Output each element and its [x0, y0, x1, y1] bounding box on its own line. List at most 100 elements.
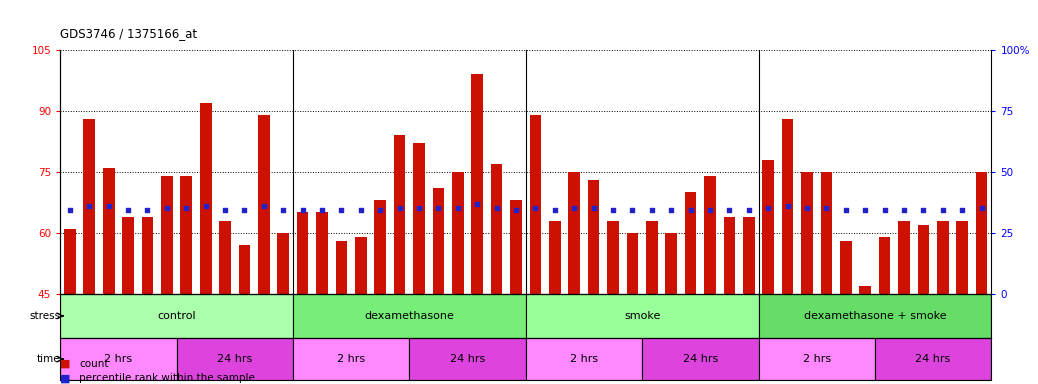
Point — [139, 207, 156, 214]
Point — [391, 205, 408, 212]
Bar — [375, 200, 386, 294]
Point — [585, 205, 602, 212]
Bar — [161, 176, 172, 294]
Bar — [525, 338, 643, 380]
Bar — [293, 338, 409, 380]
Bar — [529, 115, 541, 294]
Point — [682, 207, 699, 214]
Bar — [759, 338, 875, 380]
Point — [61, 207, 78, 214]
Point — [353, 207, 370, 214]
Bar — [452, 172, 464, 294]
Point — [237, 207, 253, 214]
Bar — [355, 237, 366, 294]
Bar — [525, 294, 759, 338]
Text: count: count — [79, 359, 108, 369]
Text: dexamethasone: dexamethasone — [364, 311, 455, 321]
Bar — [200, 103, 212, 294]
Point — [313, 207, 330, 214]
Bar — [646, 220, 658, 294]
Bar — [859, 286, 871, 294]
Bar — [976, 172, 987, 294]
Text: GDS3746 / 1375166_at: GDS3746 / 1375166_at — [60, 27, 197, 40]
Text: 24 hrs: 24 hrs — [916, 354, 951, 364]
Text: 24 hrs: 24 hrs — [449, 354, 485, 364]
Bar — [413, 143, 425, 294]
Point — [721, 207, 738, 214]
Bar — [685, 192, 696, 294]
Text: smoke: smoke — [624, 311, 660, 321]
Bar — [141, 217, 154, 294]
Bar — [393, 135, 406, 294]
Point — [101, 203, 117, 209]
Point — [934, 207, 951, 214]
Point — [644, 207, 660, 214]
Text: stress: stress — [29, 311, 60, 321]
Text: 2 hrs: 2 hrs — [105, 354, 133, 364]
Point — [159, 205, 175, 212]
Bar — [956, 220, 968, 294]
Bar — [879, 237, 891, 294]
Point — [430, 205, 446, 212]
Point — [449, 205, 466, 212]
Text: 24 hrs: 24 hrs — [217, 354, 252, 364]
Text: 2 hrs: 2 hrs — [337, 354, 365, 364]
Text: ■: ■ — [60, 359, 71, 369]
Bar — [704, 176, 716, 294]
Point — [81, 203, 98, 209]
Bar — [918, 225, 929, 294]
Point — [605, 207, 622, 214]
Point — [663, 207, 680, 214]
Bar — [258, 115, 270, 294]
Bar — [723, 217, 735, 294]
Point — [197, 203, 214, 209]
Point — [780, 203, 796, 209]
Point — [857, 207, 874, 214]
Bar — [471, 74, 483, 294]
Bar — [103, 168, 114, 294]
Bar — [782, 119, 793, 294]
Point — [916, 207, 932, 214]
Bar — [759, 294, 991, 338]
Bar — [840, 241, 851, 294]
Point — [177, 205, 194, 212]
Bar — [239, 245, 250, 294]
Bar — [409, 338, 525, 380]
Point — [488, 205, 504, 212]
Point — [508, 207, 524, 214]
Bar — [335, 241, 348, 294]
Point — [295, 207, 311, 214]
Text: 2 hrs: 2 hrs — [570, 354, 598, 364]
Point — [760, 205, 776, 212]
Text: percentile rank within the sample: percentile rank within the sample — [79, 373, 254, 383]
Bar — [937, 220, 949, 294]
Point — [876, 207, 893, 214]
Point — [624, 207, 640, 214]
Point — [896, 207, 912, 214]
Bar — [627, 233, 638, 294]
Bar — [875, 338, 991, 380]
Bar — [219, 220, 230, 294]
Bar — [607, 220, 619, 294]
Point — [838, 207, 854, 214]
Text: 24 hrs: 24 hrs — [683, 354, 718, 364]
Text: dexamethasone + smoke: dexamethasone + smoke — [803, 311, 947, 321]
Point — [974, 205, 990, 212]
Point — [411, 205, 428, 212]
Point — [255, 203, 272, 209]
Bar — [665, 233, 677, 294]
Bar — [821, 172, 832, 294]
Bar — [181, 176, 192, 294]
Bar — [317, 212, 328, 294]
Point — [275, 207, 292, 214]
Bar — [762, 160, 774, 294]
Point — [527, 205, 544, 212]
Bar — [60, 294, 293, 338]
Point — [547, 207, 564, 214]
Bar — [898, 220, 910, 294]
Bar — [433, 188, 444, 294]
Bar — [801, 172, 813, 294]
Text: 2 hrs: 2 hrs — [802, 354, 830, 364]
Point — [372, 207, 388, 214]
Bar — [60, 338, 176, 380]
